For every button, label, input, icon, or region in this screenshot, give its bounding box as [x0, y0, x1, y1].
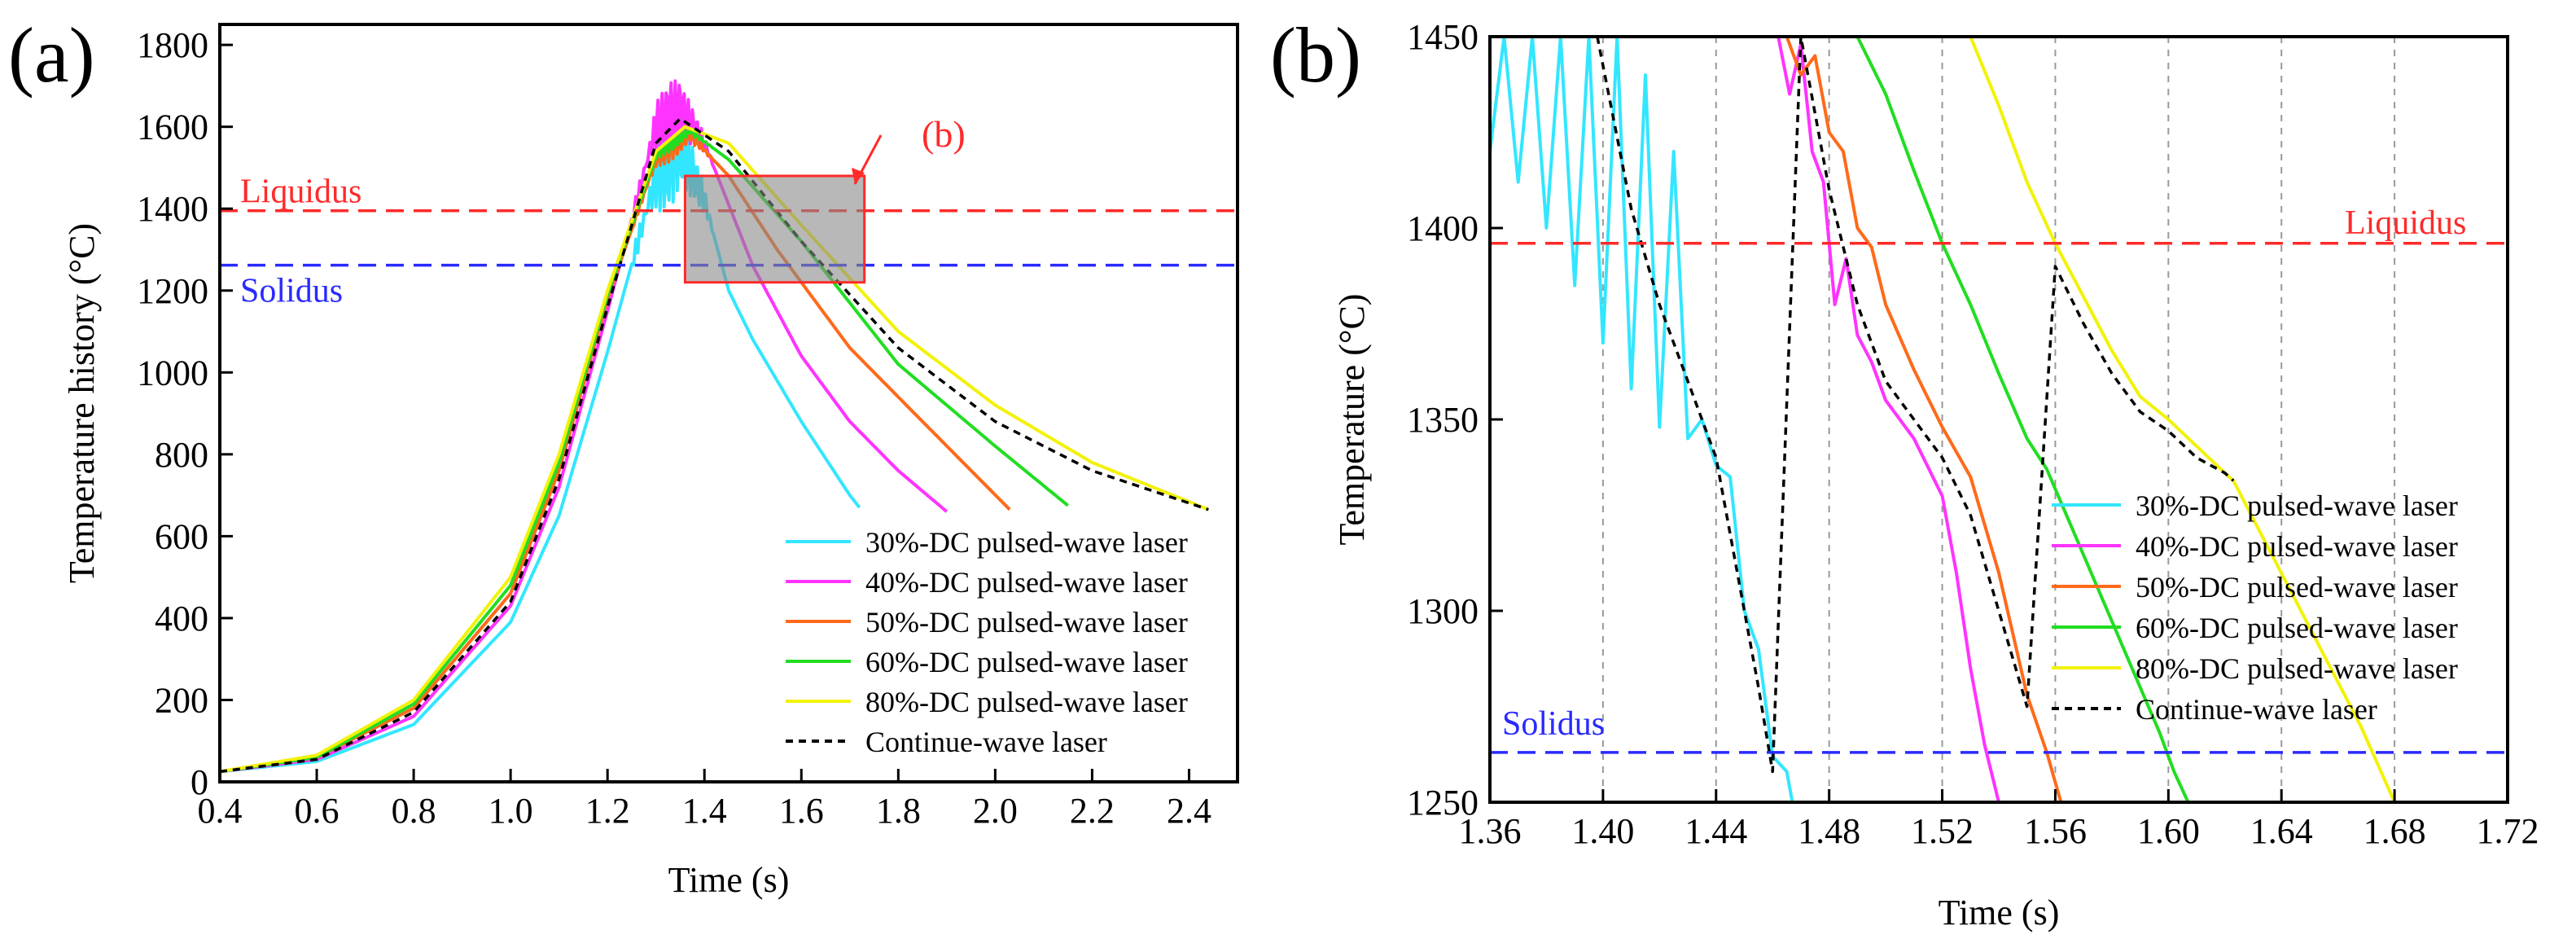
panel-b: Liquidus Solidus 1.36 1.40 1.44 1.48 1.52 1.56… — [1332, 17, 2539, 933]
panel-b-series — [1492, 38, 2396, 801]
panel-a-x-tick-label: 2.4 — [1167, 791, 1211, 831]
panel-b-x-tick-label: 1.72 — [2477, 811, 2539, 851]
panel-b-vertical-gridlines — [1601, 37, 2396, 802]
panel-a-legend-label: 40%-DC pulsed-wave laser — [865, 566, 1188, 599]
panel-b-legend-label: 50%-DC pulsed-wave laser — [2136, 571, 2458, 603]
panel-a-y-tick-label: 1400 — [137, 189, 208, 229]
panel-a-y-tick-label: 200 — [155, 680, 208, 720]
panel-a-y-tick-label: 0 — [191, 762, 208, 802]
panel-b-series-line — [1492, 38, 1794, 801]
panel-a-x-axis-label: Time (s) — [668, 860, 790, 900]
panel-a-x-tick-label: 0.6 — [295, 791, 340, 831]
panel-b-x-tick-label: 1.40 — [1571, 811, 1634, 851]
panel-a-legend-label: 50%-DC pulsed-wave laser — [865, 606, 1188, 639]
panel-b-y-tick-label: 1450 — [1407, 17, 1479, 57]
panel-b-series-line — [1969, 38, 2396, 801]
panel-a-x-tick-label: 1.0 — [488, 791, 533, 831]
panel-a-legend: 30%-DC pulsed-wave laser 40%-DC pulsed-wa… — [786, 526, 1188, 758]
panel-a-x-tick-label: 2.2 — [1070, 791, 1115, 831]
panel-a-series-line — [221, 125, 1210, 774]
panel-b-x-tick-label: 1.56 — [2024, 811, 2087, 851]
panel-a-x-tick-label: 0.4 — [198, 791, 243, 831]
panel-a-y-tick-label: 1800 — [137, 25, 208, 65]
panel-a-legend-label: 80%-DC pulsed-wave laser — [865, 686, 1188, 718]
panel-a-series-line — [221, 127, 1011, 774]
panel-b-legend-label: 60%-DC pulsed-wave laser — [2136, 612, 2458, 644]
panel-a-y-tick-label: 1200 — [137, 271, 208, 311]
panel-b-y-tick-label: 1300 — [1407, 591, 1479, 631]
panel-a-x-tick-label: 2.0 — [973, 791, 1018, 831]
panel-b-legend-label: Continue-wave laser — [2136, 693, 2377, 726]
panel-b-legend-label: 40%-DC pulsed-wave laser — [2136, 530, 2458, 563]
panel-b-y-tick-label: 1250 — [1407, 783, 1479, 823]
panel-b-x-tick-label: 1.36 — [1459, 811, 1522, 851]
panel-b-x-tick-label: 1.48 — [1798, 811, 1860, 851]
panel-a-series-line — [221, 126, 1069, 774]
panel-a-solidus-label: Solidus — [240, 273, 343, 310]
panel-a-y-tick-label: 600 — [155, 516, 208, 556]
panel-b-reference-lines: Liquidus Solidus — [1490, 204, 2508, 754]
panel-a-series — [221, 79, 1210, 774]
panel-b-x-tick-label: 1.68 — [2364, 811, 2426, 851]
panel-b-ticks: 1.36 1.40 1.44 1.48 1.52 1.56 1.60 1.64 1.68 1.72… — [1407, 17, 2539, 851]
panel-b-x-tick-label: 1.44 — [1684, 811, 1747, 851]
panel-b-legend: 30%-DC pulsed-wave laser 40%-DC pulsed-wa… — [2052, 489, 2458, 726]
panel-a-series-line — [221, 116, 1209, 773]
panel-a-y-tick-label: 400 — [155, 599, 208, 639]
panel-a-label: (a) — [8, 11, 95, 99]
panel-a-zoom-arrow-head — [852, 168, 865, 184]
panel-a-frame — [218, 23, 1239, 783]
panel-a-x-tick-label: 1.4 — [682, 791, 727, 831]
panel-a-liquidus-label: Liquidus — [240, 173, 361, 211]
panel-b-x-tick-label: 1.60 — [2137, 811, 2200, 851]
panel-a-plot-clip-group — [221, 79, 1210, 774]
panel-b-plot-clip-group — [1492, 38, 2396, 801]
panel-b-solidus-label: Solidus — [1502, 705, 1605, 743]
panel-a-x-tick-label: 1.2 — [585, 791, 630, 831]
panel-a: Liquidus Solidus (b) 0.4 0.6 0.8 1.0 1.2 1.4 1.… — [62, 23, 1239, 900]
panel-a-x-tick-label: 0.8 — [392, 791, 436, 831]
panel-a-x-tick-label: 1.6 — [779, 791, 824, 831]
panel-a-series-line — [221, 100, 861, 774]
panel-b-series-line — [1856, 38, 2189, 801]
panel-b-liquidus-label: Liquidus — [2345, 204, 2466, 242]
panel-b-x-tick-label: 1.52 — [1911, 811, 1974, 851]
panel-b-y-axis-label: Temperature (°C) — [1332, 294, 1372, 546]
panel-b-x-axis-label: Time (s) — [1939, 893, 2060, 933]
panel-b-series-line — [1776, 38, 2000, 801]
panel-a-y-tick-label: 1000 — [137, 353, 208, 393]
panel-b-y-tick-label: 1400 — [1407, 208, 1479, 248]
panel-b-x-tick-label: 1.64 — [2250, 811, 2313, 851]
panel-a-y-tick-label: 1600 — [137, 108, 208, 147]
panel-b-legend-label: 80%-DC pulsed-wave laser — [2136, 652, 2458, 685]
panel-a-ticks: 0.4 0.6 0.8 1.0 1.2 1.4 1.6 1.8 2.0 2.2 2.4 0 200 400… — [137, 25, 1211, 831]
panel-b-series-line — [1596, 38, 2235, 774]
panel-a-zoom-box — [683, 174, 866, 284]
panel-a-legend-label: 30%-DC pulsed-wave laser — [865, 526, 1188, 559]
panel-b-series-line — [1785, 38, 2062, 801]
panel-a-legend-label: Continue-wave laser — [865, 726, 1107, 758]
panel-a-y-tick-label: 800 — [155, 435, 208, 475]
panel-b-legend-label: 30%-DC pulsed-wave laser — [2136, 489, 2458, 522]
panel-a-zoom-label: (b) — [922, 113, 966, 155]
panel-b-y-tick-label: 1350 — [1407, 400, 1479, 440]
panel-a-legend-label: 60%-DC pulsed-wave laser — [865, 646, 1188, 678]
panel-a-x-tick-label: 1.8 — [876, 791, 921, 831]
panel-b-label: (b) — [1270, 11, 1361, 99]
panel-a-y-axis-label: Temperature history (°C) — [62, 223, 102, 583]
